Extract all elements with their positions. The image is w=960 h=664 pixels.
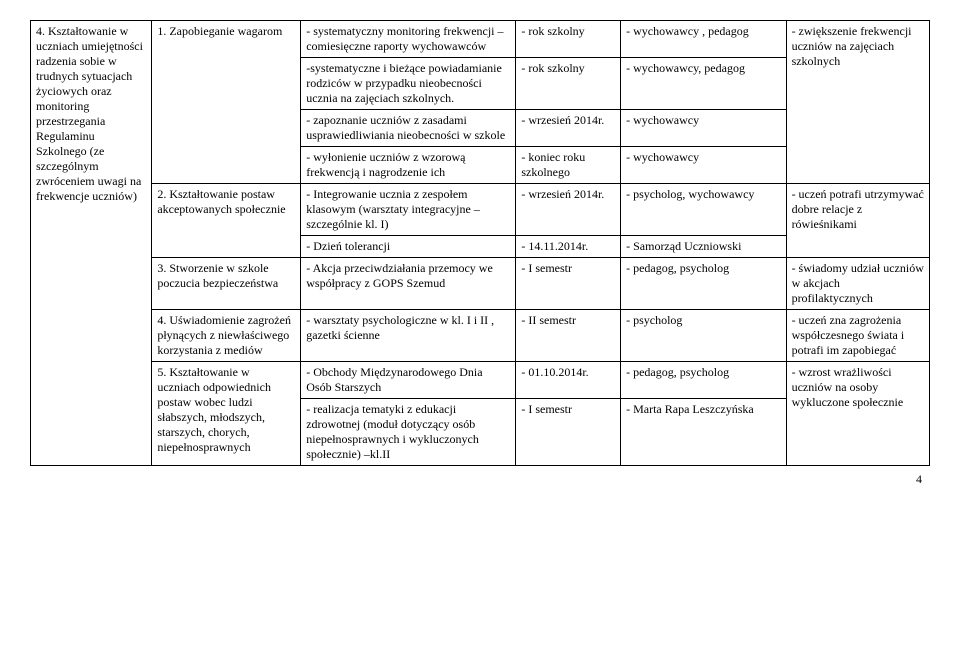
table-cell: - wychowawcy [621,147,786,184]
table-cell: - systematyczny monitoring frekwencji – … [301,21,516,58]
table-cell: 4. Uświadomienie zagrożeń płynących z ni… [152,310,301,362]
table-cell: - realizacja tematyki z edukacji zdrowot… [301,399,516,466]
table-row: 2. Kształtowanie postaw akceptowanych sp… [31,184,930,236]
page-number: 4 [30,472,930,487]
table-cell: 5. Kształtowanie w uczniach odpowiednich… [152,362,301,466]
table-cell: - I semestr [516,399,621,466]
table-row: 4. Uświadomienie zagrożeń płynących z ni… [31,310,930,362]
table-row: 5. Kształtowanie w uczniach odpowiednich… [31,362,930,399]
table-cell: - świadomy udział uczniów w akcjach prof… [786,258,929,310]
table-cell: - wychowawcy , pedagog [621,21,786,58]
table-cell: - Integrowanie ucznia z zespołem klasowy… [301,184,516,236]
table-cell: - Marta Rapa Leszczyńska [621,399,786,466]
table-cell: - wychowawcy [621,110,786,147]
table-cell: - II semestr [516,310,621,362]
table-cell: - uczeń zna zagrożenia współczesnego świ… [786,310,929,362]
table-cell: 2. Kształtowanie postaw akceptowanych sp… [152,184,301,258]
table-cell: - rok szkolny [516,58,621,110]
table-cell: - Akcja przeciwdziałania przemocy we wsp… [301,258,516,310]
table-row: 4. Kształtowanie w uczniach umiejętności… [31,21,930,58]
table-cell: - wrzesień 2014r. [516,184,621,236]
table-cell: - warsztaty psychologiczne w kl. I i II … [301,310,516,362]
table-cell: - 14.11.2014r. [516,236,621,258]
table-cell: - koniec roku szkolnego [516,147,621,184]
table-cell: - pedagog, psycholog [621,258,786,310]
table-cell: - I semestr [516,258,621,310]
table-cell: - Dzień tolerancji [301,236,516,258]
table-cell: - zapoznanie uczniów z zasadami usprawie… [301,110,516,147]
table-cell: - rok szkolny [516,21,621,58]
table-cell: - wzrost wrażliwości uczniów na osoby wy… [786,362,929,466]
table-cell: 3. Stworzenie w szkole poczucia bezpiecz… [152,258,301,310]
table-cell: -systematyczne i bieżące powiadamianie r… [301,58,516,110]
curriculum-table: 4. Kształtowanie w uczniach umiejętności… [30,20,930,466]
table-cell: - psycholog [621,310,786,362]
table-cell: - uczeń potrafi utrzymywać dobre relacje… [786,184,929,258]
table-cell: 4. Kształtowanie w uczniach umiejętności… [31,21,152,466]
table-cell: - wrzesień 2014r. [516,110,621,147]
table-cell: - psycholog, wychowawcy [621,184,786,236]
table-cell: - zwiększenie frekwencji uczniów na zaję… [786,21,929,184]
table-cell: - wychowawcy, pedagog [621,58,786,110]
table-cell: - Obchody Międzynarodowego Dnia Osób Sta… [301,362,516,399]
table-cell: - wyłonienie uczniów z wzorową frekwencj… [301,147,516,184]
table-cell: - pedagog, psycholog [621,362,786,399]
table-cell: - Samorząd Uczniowski [621,236,786,258]
table-cell: - 01.10.2014r. [516,362,621,399]
table-cell: 1. Zapobieganie wagarom [152,21,301,184]
table-row: 3. Stworzenie w szkole poczucia bezpiecz… [31,258,930,310]
